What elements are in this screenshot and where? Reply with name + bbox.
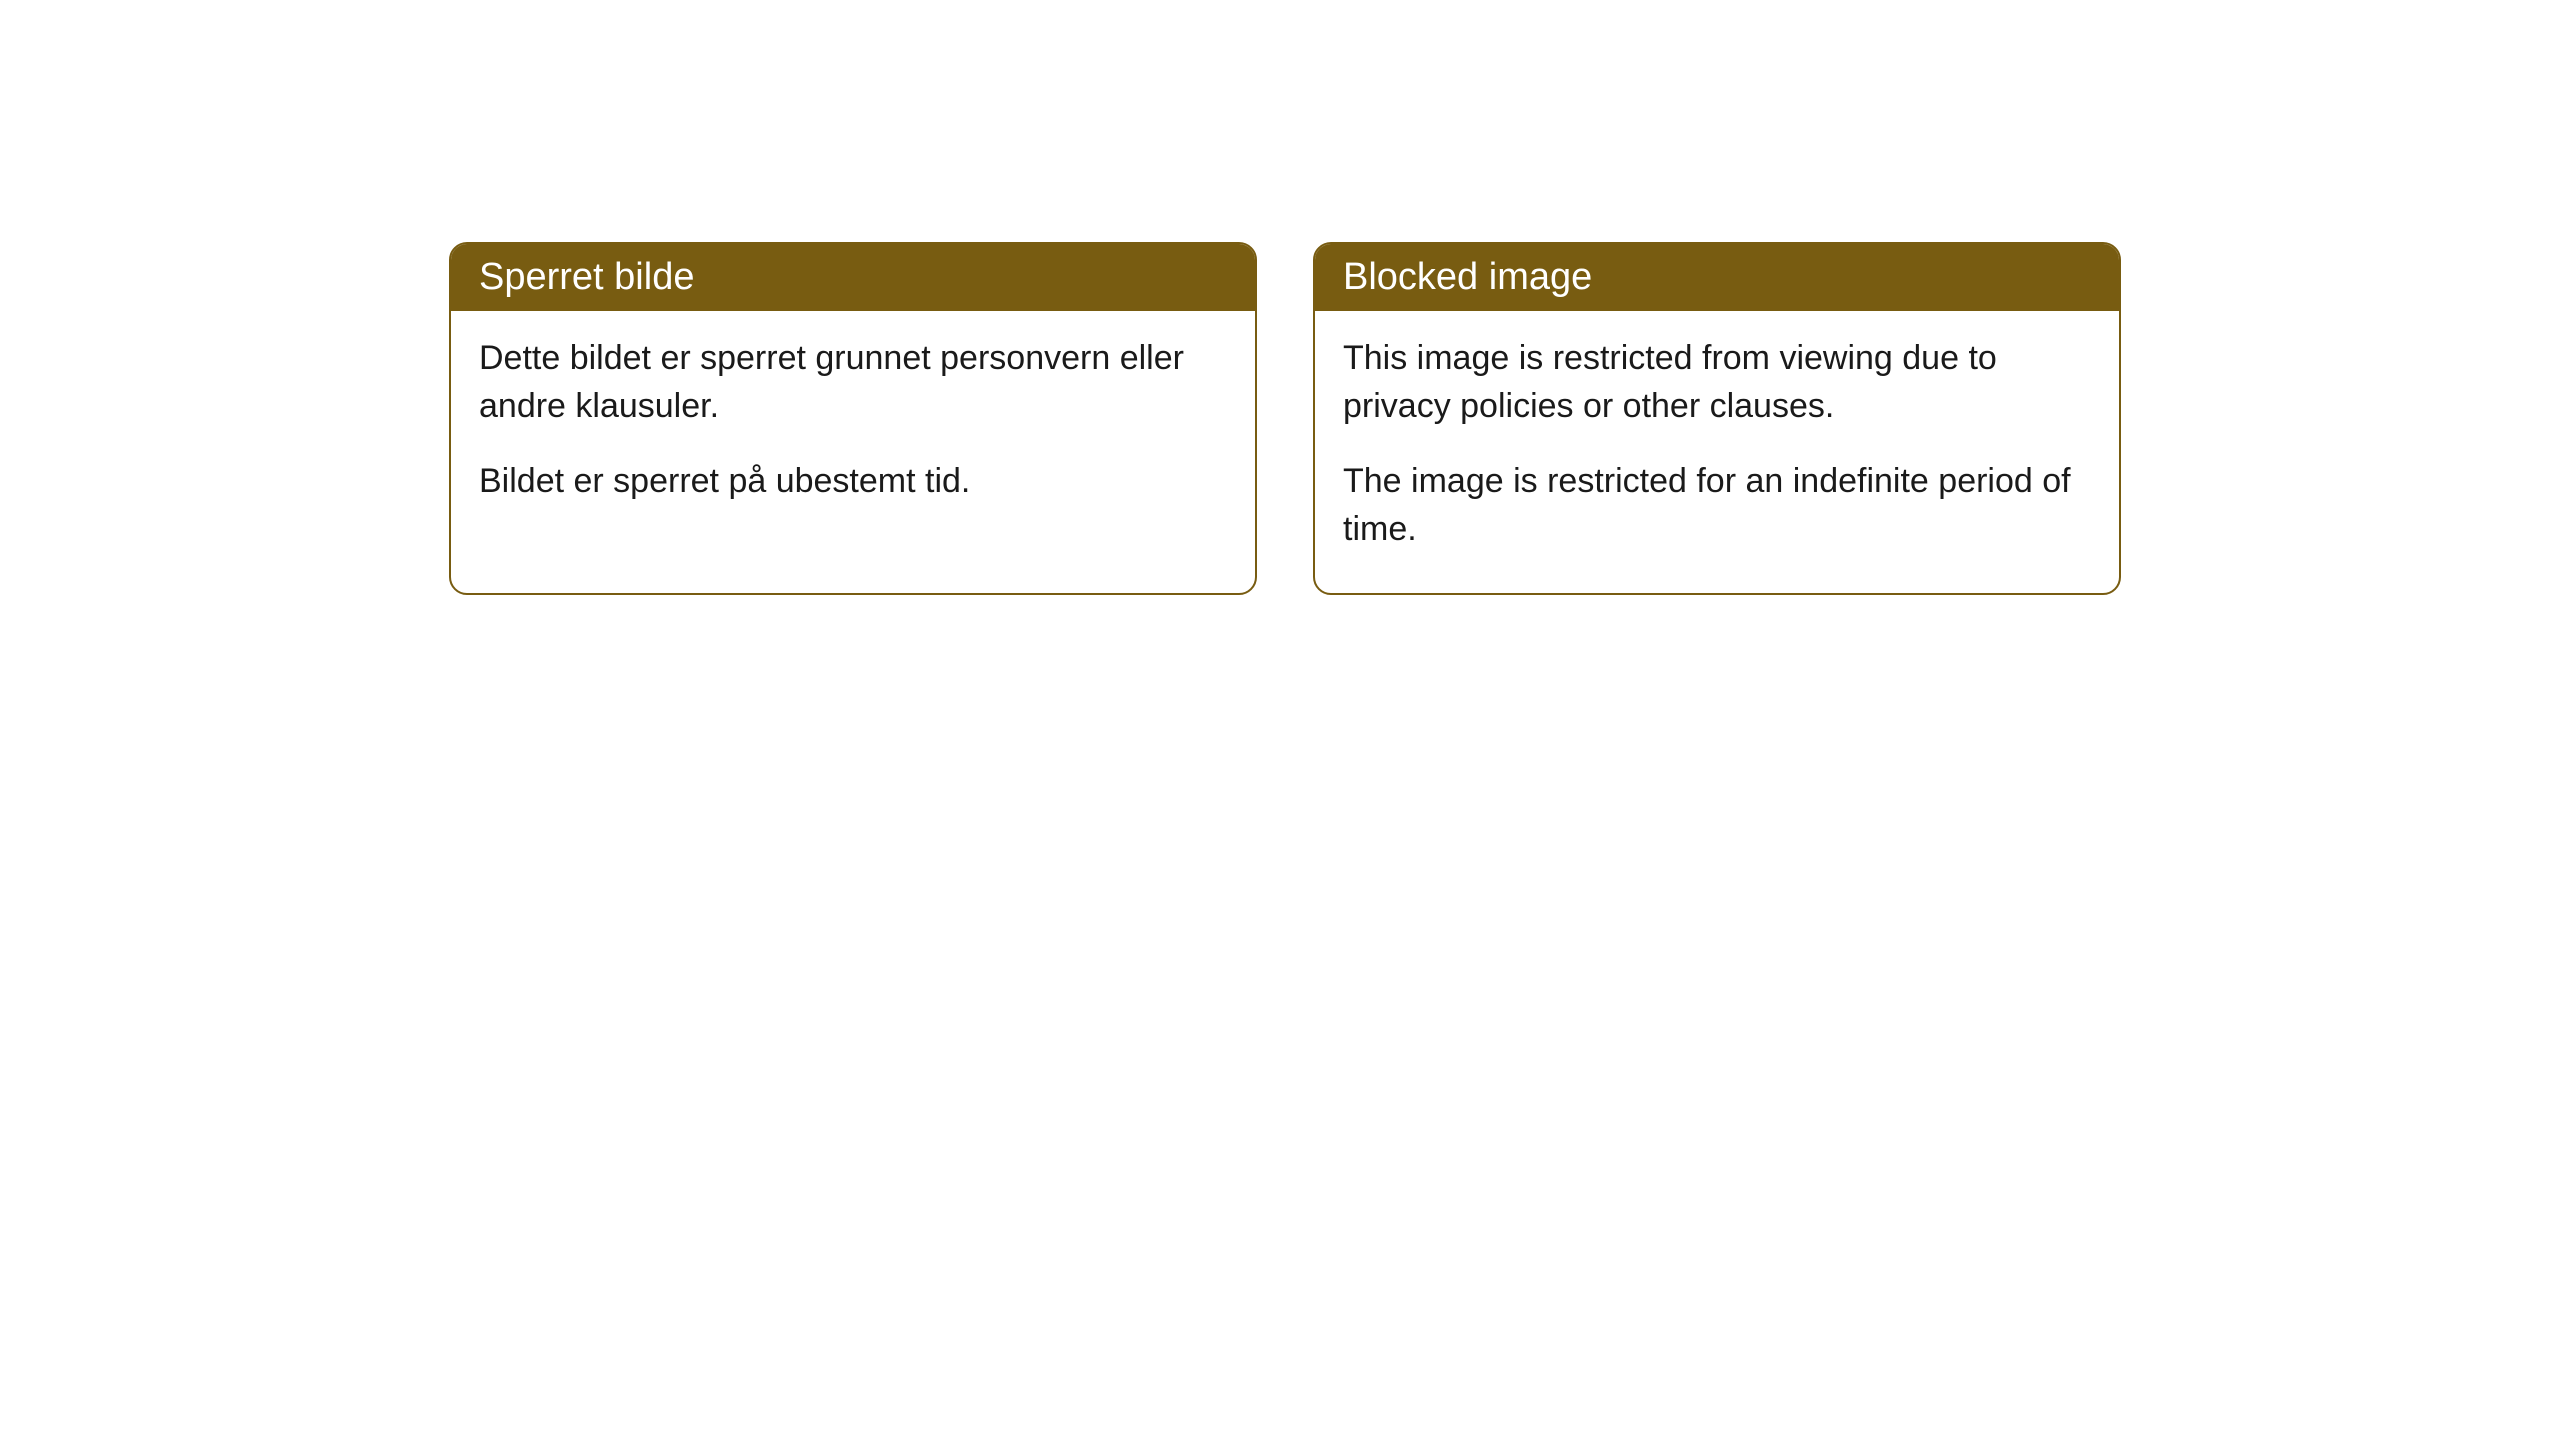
card-header-norwegian: Sperret bilde xyxy=(451,244,1255,311)
card-title: Blocked image xyxy=(1343,256,1592,298)
notice-card-english: Blocked image This image is restricted f… xyxy=(1313,242,2121,595)
card-body-english: This image is restricted from viewing du… xyxy=(1315,311,2119,593)
card-paragraph: Bildet er sperret på ubestemt tid. xyxy=(479,458,1227,506)
card-paragraph: The image is restricted for an indefinit… xyxy=(1343,458,2091,553)
card-body-norwegian: Dette bildet er sperret grunnet personve… xyxy=(451,311,1255,546)
card-paragraph: Dette bildet er sperret grunnet personve… xyxy=(479,335,1227,430)
card-header-english: Blocked image xyxy=(1315,244,2119,311)
notice-card-norwegian: Sperret bilde Dette bildet er sperret gr… xyxy=(449,242,1257,595)
card-title: Sperret bilde xyxy=(479,256,694,298)
card-paragraph: This image is restricted from viewing du… xyxy=(1343,335,2091,430)
notice-cards-container: Sperret bilde Dette bildet er sperret gr… xyxy=(449,242,2121,595)
